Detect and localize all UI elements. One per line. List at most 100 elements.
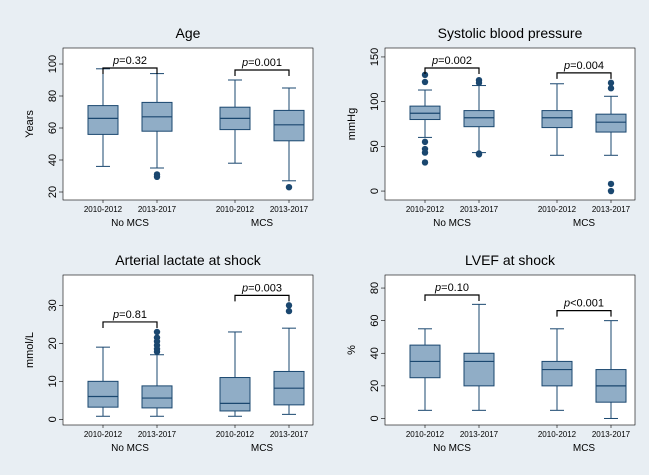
box-mcs-2013-2017 xyxy=(273,87,305,191)
comparison-bracket xyxy=(424,67,480,74)
box-mcs-2013-2017 xyxy=(273,302,305,415)
x-tick-label: 2010-2012 xyxy=(406,205,445,214)
x-tick-label: 2010-2012 xyxy=(216,205,255,214)
y-tick-label: 150 xyxy=(369,48,381,66)
x-tick-label: 2010-2012 xyxy=(84,205,123,214)
outlier-point xyxy=(421,149,429,156)
group-label: MCS xyxy=(251,443,274,454)
box-no-mcs-2013-2017 xyxy=(463,76,495,158)
iqr-box xyxy=(541,110,573,129)
y-tick-label: 100 xyxy=(47,55,59,73)
chart-title: Systolic blood pressure xyxy=(438,25,583,41)
box-mcs-2013-2017 xyxy=(595,79,627,195)
iqr-box xyxy=(463,352,495,387)
iqr-box xyxy=(595,113,627,133)
y-axis-label: mmol/L xyxy=(24,332,36,368)
x-tick-label: 2013-2017 xyxy=(138,430,177,439)
box-no-mcs-2010-2012 xyxy=(409,71,441,166)
y-tick-label: 30 xyxy=(47,299,59,311)
iqr-box xyxy=(219,377,251,412)
outlier-point xyxy=(475,79,483,87)
p-value-label: p<0.001 xyxy=(563,298,604,310)
p-value-label: p=0.001 xyxy=(241,57,282,69)
box-no-mcs-2010-2012 xyxy=(409,328,441,411)
box-no-mcs-2013-2017 xyxy=(463,303,495,411)
group-label: MCS xyxy=(251,218,274,229)
chart-panel-3: Arterial lactate at shock mmol/L 0 10 20 30 20… xyxy=(24,252,314,454)
outlier-point xyxy=(421,138,429,146)
y-tick-label: 0 xyxy=(369,188,381,194)
y-tick-label: 80 xyxy=(369,282,381,294)
iqr-box xyxy=(541,360,573,387)
y-axis-label: mmHg xyxy=(346,108,358,140)
box-mcs-2010-2012 xyxy=(541,83,573,156)
x-tick-label: 2010-2012 xyxy=(538,430,577,439)
outlier-point xyxy=(285,307,293,315)
y-axis-label: % xyxy=(346,345,358,355)
comparison-bracket xyxy=(556,310,612,317)
p-value-label: p=0.32 xyxy=(112,55,147,67)
outlier-point xyxy=(607,79,615,87)
comparison-bracket xyxy=(102,321,158,328)
iqr-box xyxy=(87,105,119,135)
chart-panel-1: Age Years 20 40 60 80 100 2010-2012 2013-2017 201… xyxy=(24,25,314,229)
y-tick-label: 100 xyxy=(369,92,381,110)
chart-title: LVEF at shock xyxy=(465,252,556,268)
x-tick-label: 2010-2012 xyxy=(216,430,255,439)
x-tick-label: 2013-2017 xyxy=(460,430,499,439)
outlier-point xyxy=(421,71,429,79)
iqr-box xyxy=(273,109,305,142)
group-label: No MCS xyxy=(111,218,149,229)
box-no-mcs-2013-2017 xyxy=(141,328,173,417)
group-label: No MCS xyxy=(433,443,471,454)
x-tick-label: 2010-2012 xyxy=(84,430,123,439)
outlier-point xyxy=(475,151,483,158)
chart-panel-4: LVEF at shock% 0 20 40 60 80 2010-2012 2013-201… xyxy=(346,252,636,454)
p-value-label: p=0.004 xyxy=(563,60,604,72)
outlier-point xyxy=(153,328,161,336)
comparison-bracket xyxy=(424,294,480,301)
chart-title: Age xyxy=(176,25,201,41)
x-tick-label: 2013-2017 xyxy=(592,430,631,439)
comparison-bracket xyxy=(556,72,612,79)
outlier-point xyxy=(607,85,615,92)
x-tick-label: 2010-2012 xyxy=(538,205,577,214)
y-tick-label: 20 xyxy=(47,337,59,349)
box-mcs-2010-2012 xyxy=(219,79,251,164)
group-label: No MCS xyxy=(111,443,149,454)
outlier-point xyxy=(153,173,161,180)
y-tick-label: 10 xyxy=(47,375,59,387)
group-label: MCS xyxy=(573,443,596,454)
iqr-box xyxy=(141,385,173,409)
y-tick-label: 0 xyxy=(47,416,59,422)
y-tick-label: 40 xyxy=(369,347,381,359)
iqr-box xyxy=(87,380,119,408)
comparison-bracket xyxy=(102,67,158,74)
y-tick-label: 80 xyxy=(47,90,59,102)
iqr-box xyxy=(463,110,495,128)
group-label: MCS xyxy=(573,218,596,229)
box-no-mcs-2010-2012 xyxy=(87,68,119,167)
y-tick-label: 50 xyxy=(369,140,381,152)
x-tick-label: 2013-2017 xyxy=(460,205,499,214)
y-tick-label: 20 xyxy=(369,380,381,392)
p-value-label: p=0.002 xyxy=(431,55,472,67)
outlier-point xyxy=(607,180,615,188)
y-axis-label: Years xyxy=(24,110,36,138)
chart-title: Arterial lactate at shock xyxy=(115,252,262,268)
box-mcs-2010-2012 xyxy=(541,328,573,411)
outlier-point xyxy=(421,78,429,86)
box-mcs-2013-2017 xyxy=(595,320,627,419)
y-tick-label: 20 xyxy=(47,186,59,198)
p-value-label: p=0.81 xyxy=(112,309,147,321)
outlier-point xyxy=(285,302,293,309)
y-tick-label: 40 xyxy=(47,154,59,166)
group-label: No MCS xyxy=(433,218,471,229)
p-value-label: p=0.10 xyxy=(434,282,469,294)
x-tick-label: 2013-2017 xyxy=(138,205,177,214)
chart-panel-2: Systolic blood pressure mmHg 0 50 100 150 2010… xyxy=(346,25,636,229)
outlier-point xyxy=(285,184,293,191)
y-tick-label: 60 xyxy=(47,122,59,134)
y-tick-label: 60 xyxy=(369,315,381,327)
